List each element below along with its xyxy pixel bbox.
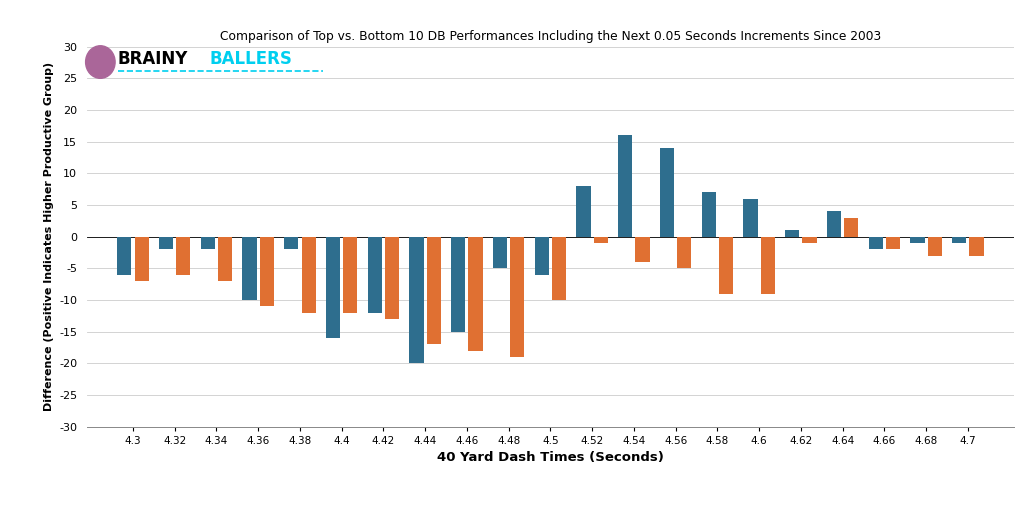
Bar bbox=[677, 237, 691, 268]
Text: *Desired outcome: We want a negative number for unique differences and a positiv: *Desired outcome: We want a negative num… bbox=[94, 475, 930, 497]
Bar bbox=[176, 237, 190, 275]
Bar bbox=[343, 237, 357, 312]
Bar bbox=[928, 237, 942, 255]
Bar bbox=[243, 237, 257, 300]
Bar bbox=[552, 237, 566, 300]
Bar bbox=[952, 237, 967, 243]
Bar bbox=[785, 230, 800, 237]
Bar bbox=[535, 237, 549, 275]
Circle shape bbox=[86, 45, 115, 78]
Bar bbox=[493, 237, 507, 268]
Bar bbox=[618, 135, 633, 237]
Bar bbox=[301, 237, 315, 312]
Bar bbox=[260, 237, 274, 306]
Y-axis label: Difference (Positive Indicates Higher Productive Group): Difference (Positive Indicates Higher Pr… bbox=[44, 62, 53, 411]
Bar bbox=[134, 237, 148, 281]
Bar bbox=[326, 237, 340, 338]
Bar bbox=[468, 237, 482, 351]
Bar bbox=[285, 237, 298, 249]
Bar bbox=[218, 237, 232, 281]
Bar bbox=[868, 237, 883, 249]
Bar bbox=[368, 237, 382, 312]
Bar bbox=[385, 237, 399, 319]
Text: BALLERS: BALLERS bbox=[210, 51, 293, 68]
Bar bbox=[701, 192, 716, 237]
Bar bbox=[410, 237, 424, 363]
Bar bbox=[970, 237, 984, 255]
Bar bbox=[636, 237, 649, 262]
Bar bbox=[803, 237, 816, 243]
Bar bbox=[510, 237, 524, 357]
X-axis label: 40 Yard Dash Times (Seconds): 40 Yard Dash Times (Seconds) bbox=[437, 451, 664, 464]
Bar bbox=[577, 186, 591, 237]
Bar bbox=[659, 148, 674, 237]
Text: BRAINY: BRAINY bbox=[118, 51, 188, 68]
Bar bbox=[886, 237, 900, 249]
Bar bbox=[159, 237, 173, 249]
Bar bbox=[594, 237, 608, 243]
Title: Comparison of Top vs. Bottom 10 DB Performances Including the Next 0.05 Seconds : Comparison of Top vs. Bottom 10 DB Perfo… bbox=[220, 29, 881, 42]
Bar bbox=[910, 237, 925, 243]
Bar bbox=[743, 199, 758, 237]
Bar bbox=[826, 211, 841, 237]
Bar bbox=[719, 237, 733, 294]
Bar bbox=[452, 237, 465, 331]
Bar bbox=[427, 237, 441, 344]
Bar bbox=[117, 237, 131, 275]
Bar bbox=[844, 218, 858, 237]
Bar bbox=[761, 237, 775, 294]
Bar bbox=[201, 237, 215, 249]
